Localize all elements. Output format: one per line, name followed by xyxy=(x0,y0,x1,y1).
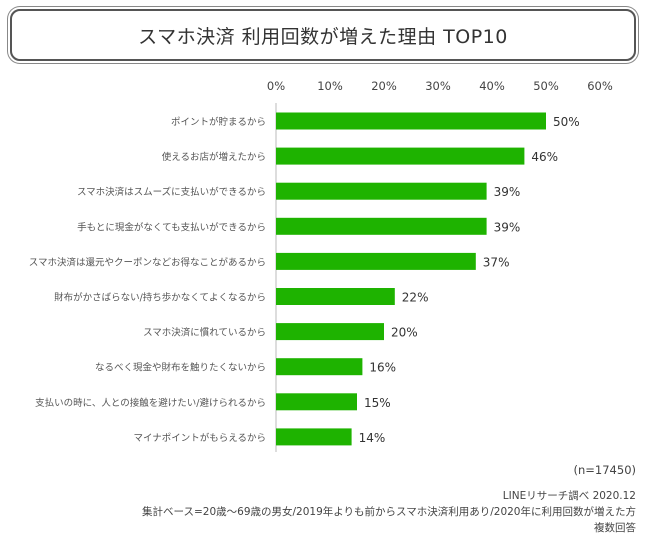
data-label: 20% xyxy=(391,326,418,340)
bar xyxy=(276,323,384,341)
category-label: スマホ決済は還元やクーポンなどお得なことがあるから xyxy=(29,256,266,268)
category-label: なるべく現金や財布を触りたくないから xyxy=(95,362,266,374)
x-tick-label: 60% xyxy=(587,79,613,93)
bar xyxy=(276,358,363,376)
category-label: マイナポイントがもらえるから xyxy=(133,432,266,444)
data-label: 46% xyxy=(531,150,558,164)
category-label: スマホ決済はスムーズに支払いができるから xyxy=(77,186,266,198)
category-label: 手もとに現金がなくても支払いができるから xyxy=(77,221,266,233)
bar xyxy=(276,428,352,446)
data-label: 39% xyxy=(494,185,521,199)
x-tick-label: 20% xyxy=(371,79,397,93)
x-tick-label: 10% xyxy=(317,79,343,93)
bar xyxy=(276,147,525,165)
category-label: スマホ決済に慣れているから xyxy=(143,327,266,339)
data-label: 39% xyxy=(494,220,521,234)
bar xyxy=(276,112,546,130)
answer-type-note: 複数回答 xyxy=(594,522,636,534)
bar xyxy=(276,252,476,270)
category-label: ポイントが貯まるから xyxy=(171,116,266,128)
data-label: 15% xyxy=(364,396,391,410)
bar xyxy=(276,288,395,305)
chart-title: スマホ決済 利用回数が増えた理由 TOP10 xyxy=(138,25,508,48)
data-label: 22% xyxy=(402,291,429,305)
category-label: 財布がかさばらない/持ち歩かなくてよくなるから xyxy=(54,292,266,304)
bar xyxy=(276,217,487,235)
data-label: 37% xyxy=(483,255,510,269)
x-tick-label: 0% xyxy=(267,79,285,93)
data-label: 50% xyxy=(553,115,580,129)
category-label: 支払いの時に、人との接触を避けたい/避けられるから xyxy=(35,397,266,409)
sample-size: (n=17450) xyxy=(573,463,636,477)
x-tick-label: 50% xyxy=(533,79,559,93)
data-label: 16% xyxy=(369,361,396,375)
source-note: LINEリサーチ調べ 2020.12 xyxy=(502,490,636,502)
x-tick-label: 40% xyxy=(479,79,505,93)
base-note: 集計ベース=20歳～69歳の男女/2019年よりも前からスマホ決済利用あり/20… xyxy=(142,506,636,518)
data-label: 14% xyxy=(359,431,386,445)
bar xyxy=(276,393,357,411)
category-label: 使えるお店が増えたから xyxy=(162,151,266,163)
bar xyxy=(276,182,487,200)
title-box: スマホ決済 利用回数が増えた理由 TOP10 xyxy=(10,9,636,61)
x-tick-label: 30% xyxy=(425,79,451,93)
